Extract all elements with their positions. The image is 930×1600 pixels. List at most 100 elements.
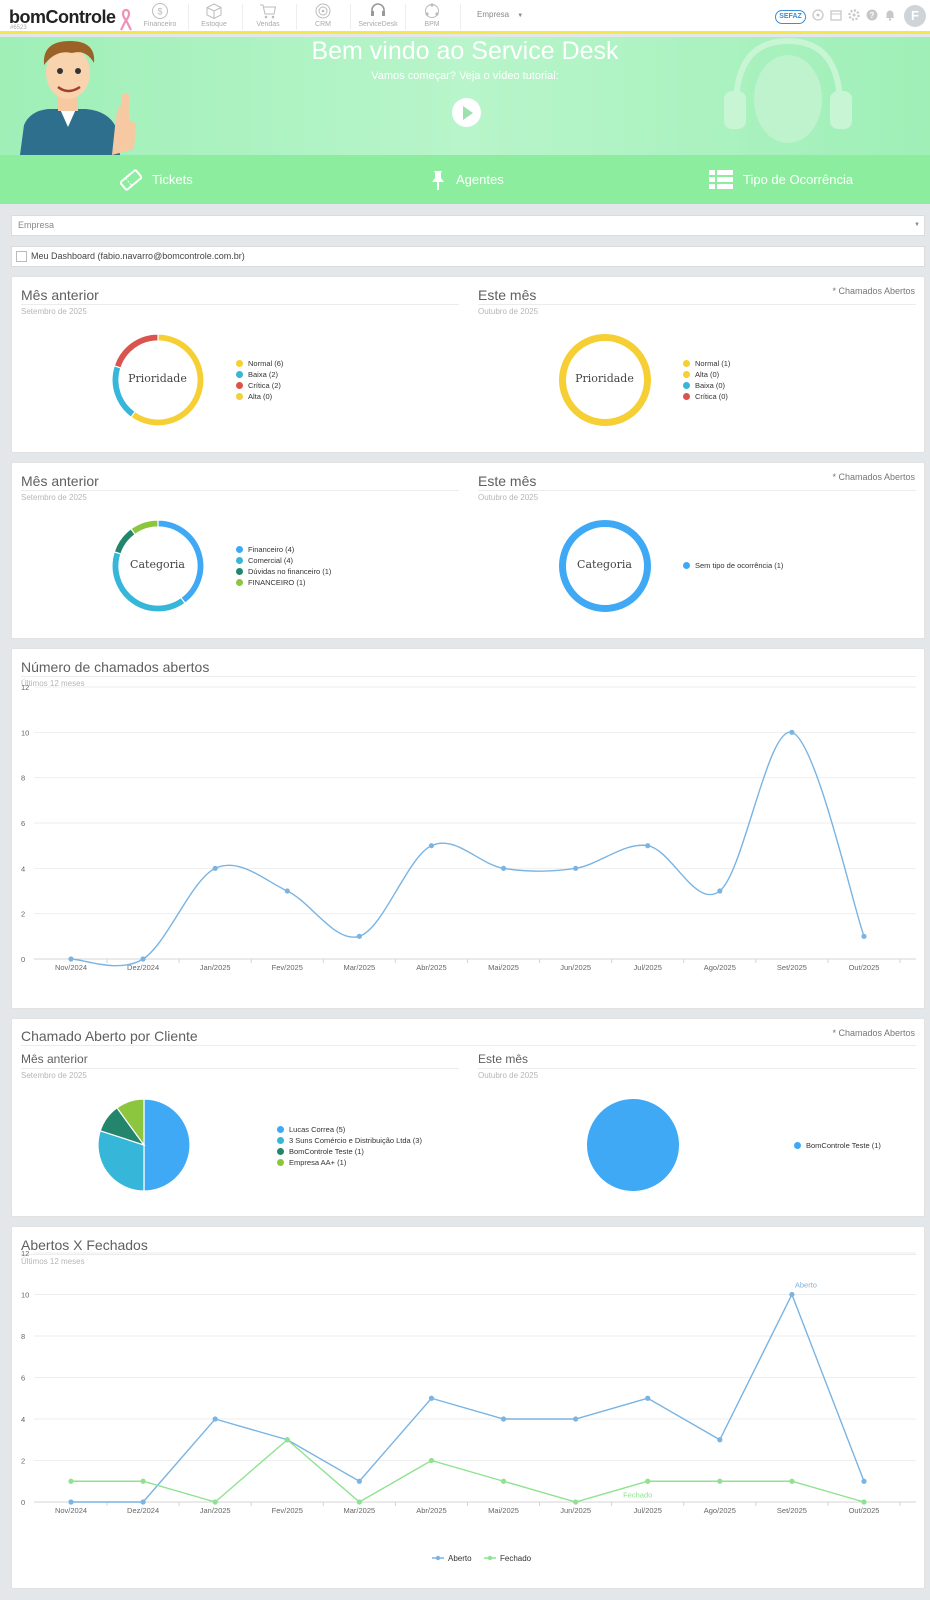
- tipo-ocorrencia-button[interactable]: Tipo de Ocorrência: [709, 155, 853, 204]
- legend-item[interactable]: Normal (6): [236, 358, 283, 369]
- slice-0[interactable]: [559, 520, 651, 612]
- data-point[interactable]: [356, 1499, 362, 1505]
- data-point[interactable]: [284, 888, 290, 894]
- data-point[interactable]: [789, 1291, 795, 1298]
- y-tick-label: 12: [21, 683, 29, 692]
- whatsapp-icon[interactable]: [812, 9, 824, 21]
- data-point[interactable]: [789, 729, 795, 735]
- y-tick-label: 4: [21, 1415, 25, 1424]
- data-point[interactable]: [789, 1478, 795, 1484]
- welcome-subtitle: Vamos começar? Veja o vídeo tutorial:: [371, 70, 559, 82]
- calendar-icon[interactable]: [830, 9, 842, 21]
- slice-0[interactable]: [559, 334, 651, 426]
- gear-icon[interactable]: [848, 9, 860, 21]
- module-crm[interactable]: CRM: [295, 2, 351, 28]
- data-point[interactable]: [573, 865, 579, 871]
- data-point[interactable]: [500, 1478, 507, 1484]
- data-point[interactable]: [717, 1437, 723, 1443]
- x-tick-label: Dez/2024: [127, 1506, 159, 1515]
- legend-label[interactable]: Aberto: [448, 1554, 472, 1563]
- legend-item[interactable]: BomControle Teste (1): [277, 1146, 422, 1157]
- data-point[interactable]: [356, 1478, 362, 1484]
- legend-item[interactable]: BomControle Teste (1): [794, 1140, 881, 1151]
- legend-item[interactable]: Baixa (0): [683, 380, 730, 391]
- legend-item[interactable]: Alta (0): [683, 369, 730, 380]
- data-point[interactable]: [428, 843, 435, 849]
- module-estoque[interactable]: Estoque: [186, 2, 242, 28]
- legend-item[interactable]: 3 Suns Comércio e Distribuição Ltda (3): [277, 1135, 422, 1146]
- data-point[interactable]: [861, 1478, 867, 1484]
- slice-2[interactable]: [113, 333, 159, 369]
- empresa-dropdown[interactable]: Empresa ▼: [477, 10, 524, 19]
- chart-subtitle: Últimos 12 meses: [21, 679, 85, 688]
- dashboard-checkbox[interactable]: [16, 251, 27, 263]
- data-point[interactable]: [428, 1457, 435, 1464]
- tickets-button[interactable]: Tickets: [120, 155, 193, 204]
- x-tick-label: Jul/2025: [634, 963, 662, 972]
- legend-item[interactable]: FINANCEIRO (1): [236, 577, 331, 588]
- data-point[interactable]: [140, 1499, 146, 1505]
- legend-item[interactable]: Comercial (4): [236, 555, 331, 566]
- agentes-button[interactable]: Agentes: [430, 155, 504, 204]
- data-point[interactable]: [140, 1478, 146, 1484]
- legend-label: Sem tipo de ocorrência (1): [695, 561, 784, 570]
- legend-item[interactable]: Crítica (2): [236, 380, 283, 391]
- slice-3[interactable]: [130, 519, 159, 536]
- help-icon[interactable]: ?: [866, 9, 878, 21]
- cart-icon: [260, 4, 277, 19]
- slice-1[interactable]: [97, 1130, 145, 1192]
- legend-item[interactable]: Dúvidas no financeiro (1): [236, 566, 331, 577]
- module-servicedesk[interactable]: ServiceDesk: [350, 2, 406, 28]
- module-vendas[interactable]: Vendas: [240, 2, 296, 28]
- data-point[interactable]: [861, 1499, 867, 1505]
- data-point[interactable]: [645, 1478, 651, 1484]
- welcome-title: Bem vindo ao Service Desk: [311, 37, 619, 65]
- slice-2[interactable]: [113, 527, 136, 555]
- legend-item[interactable]: Crítica (0): [683, 391, 730, 402]
- data-point[interactable]: [573, 1416, 579, 1422]
- data-point[interactable]: [212, 1416, 218, 1422]
- legend-item[interactable]: Empresa AA+ (1): [277, 1157, 422, 1168]
- data-point[interactable]: [284, 1437, 290, 1443]
- data-point[interactable]: [212, 1499, 218, 1505]
- legend-item[interactable]: Alta (0): [236, 391, 283, 402]
- legend-item[interactable]: Sem tipo de ocorrência (1): [683, 560, 783, 571]
- data-point[interactable]: [645, 843, 651, 849]
- meu-dashboard-toggle[interactable]: Meu Dashboard (fabio.navarro@bomcontrole…: [11, 246, 925, 267]
- legend-item[interactable]: Lucas Correa (5): [277, 1124, 422, 1135]
- slice-0[interactable]: [587, 1099, 679, 1191]
- sefaz-badge[interactable]: SEFAZ: [775, 10, 806, 24]
- data-point[interactable]: [68, 956, 74, 962]
- module-bpm[interactable]: BPM: [404, 2, 460, 28]
- brand-logo[interactable]: bomControle: [9, 7, 116, 27]
- chart-title: Abertos X Fechados: [21, 1237, 148, 1253]
- bell-icon[interactable]: [884, 9, 896, 21]
- user-avatar[interactable]: F: [904, 5, 926, 27]
- chamados-abertos-note: * Chamados Abertos: [832, 472, 915, 482]
- slice-0[interactable]: [143, 1098, 191, 1192]
- play-video-button[interactable]: [452, 98, 481, 127]
- data-point[interactable]: [573, 1499, 579, 1505]
- empresa-select[interactable]: Empresa ▼: [11, 215, 925, 236]
- data-point[interactable]: [717, 888, 723, 894]
- x-tick-label: Jun/2025: [560, 1506, 591, 1515]
- cliente-prev-legend: Lucas Correa (5) 3 Suns Comércio e Distri…: [277, 1124, 422, 1168]
- data-point[interactable]: [212, 865, 218, 871]
- data-point[interactable]: [500, 865, 507, 871]
- data-point[interactable]: [645, 1395, 651, 1401]
- legend-item[interactable]: Baixa (2): [236, 369, 283, 380]
- data-point[interactable]: [428, 1395, 435, 1401]
- data-point[interactable]: [717, 1478, 723, 1484]
- data-point[interactable]: [500, 1416, 507, 1422]
- data-point[interactable]: [861, 933, 867, 939]
- legend-item[interactable]: Financeiro (4): [236, 544, 331, 555]
- module-financeiro[interactable]: $ Financeiro: [132, 2, 188, 28]
- data-point[interactable]: [68, 1499, 74, 1505]
- data-point[interactable]: [68, 1478, 74, 1484]
- legend-label: Crítica (0): [695, 392, 728, 401]
- legend-label[interactable]: Fechado: [500, 1554, 532, 1563]
- data-point[interactable]: [356, 933, 362, 939]
- data-point[interactable]: [140, 956, 146, 962]
- slice-3[interactable]: [116, 1098, 145, 1147]
- legend-item[interactable]: Normal (1): [683, 358, 730, 369]
